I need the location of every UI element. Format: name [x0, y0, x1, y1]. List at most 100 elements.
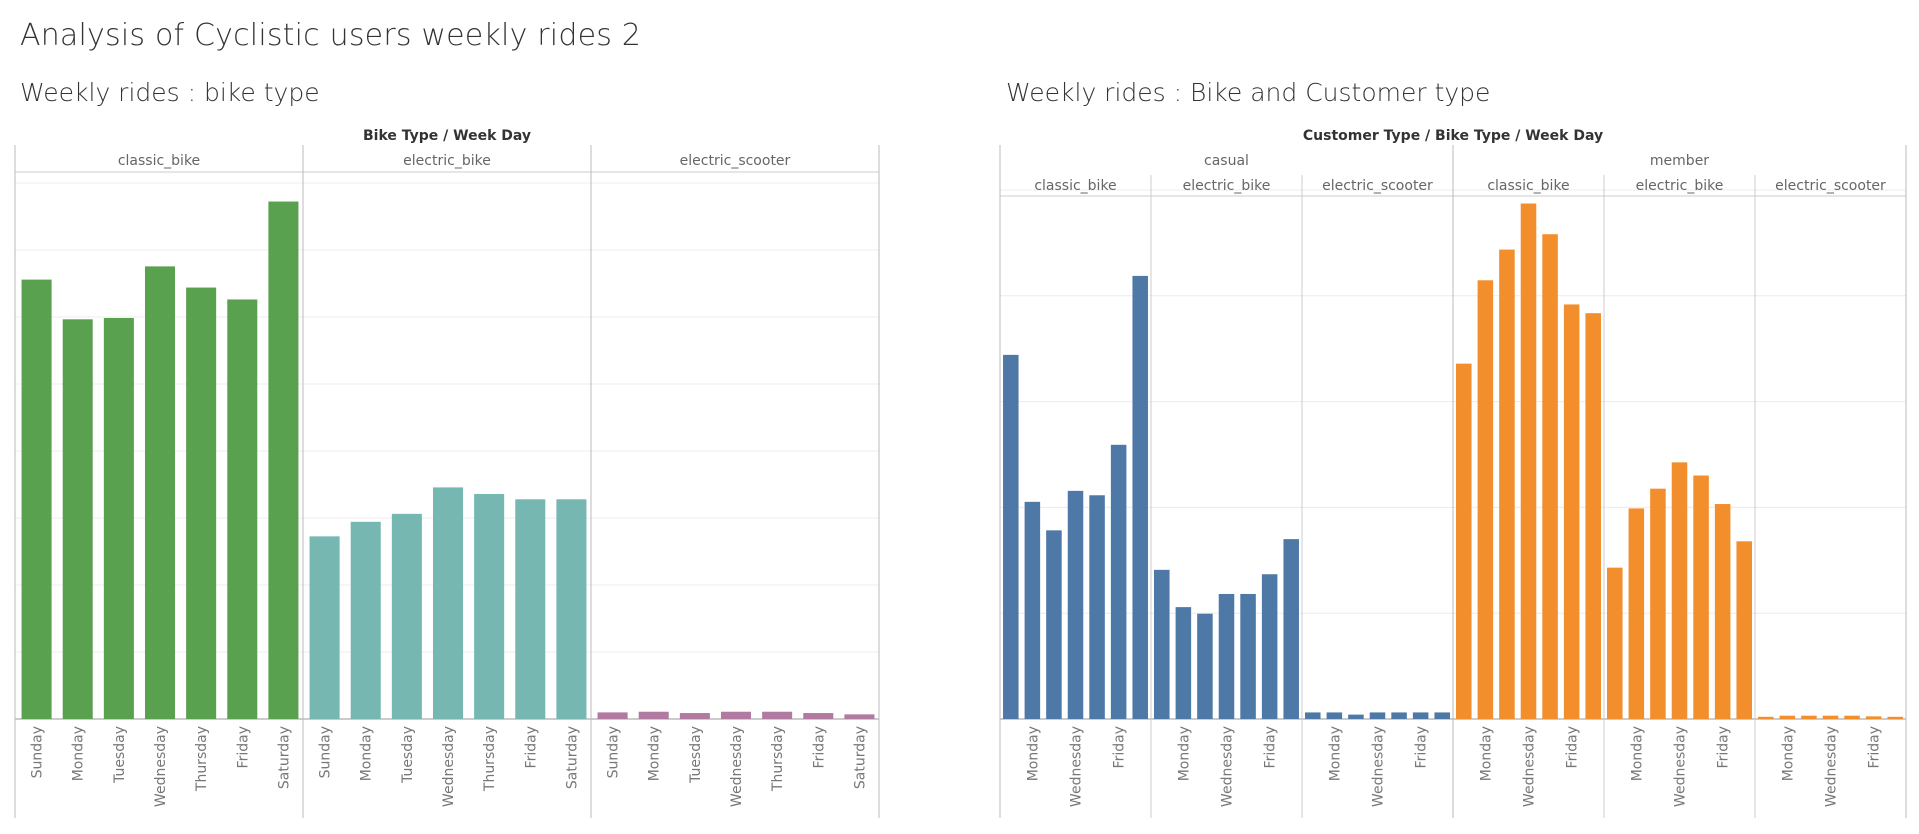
- bar-classic-bike-sunday[interactable]: [21, 279, 52, 719]
- bar-member-classic-bike-saturday[interactable]: [1585, 313, 1601, 719]
- group-label-member: member: [1650, 153, 1709, 169]
- bar-classic-bike-saturday[interactable]: [268, 201, 299, 720]
- x-tick-label: Wednesday: [1371, 726, 1387, 807]
- right-column-header: Customer Type / Bike Type / Week Day: [1303, 128, 1603, 144]
- x-tick-label: Thursday: [482, 726, 498, 792]
- bar-classic-bike-thursday[interactable]: [186, 287, 217, 719]
- bar-member-classic-bike-friday[interactable]: [1563, 304, 1580, 719]
- x-tick-label: Monday: [359, 726, 375, 781]
- bar-casual-electric-bike-monday[interactable]: [1175, 607, 1192, 719]
- bar-casual-electric-scooter-thursday[interactable]: [1391, 712, 1407, 719]
- bar-electric-scooter-friday[interactable]: [803, 713, 834, 719]
- bar-casual-electric-bike-saturday[interactable]: [1283, 539, 1299, 719]
- bar-member-electric-scooter-tuesday[interactable]: [1801, 715, 1817, 719]
- bar-electric-bike-thursday[interactable]: [474, 494, 505, 719]
- bar-casual-electric-bike-sunday[interactable]: [1154, 569, 1170, 719]
- bar-member-electric-scooter-saturday[interactable]: [1887, 716, 1903, 719]
- x-tick-label: Wednesday: [1673, 726, 1689, 807]
- bar-electric-bike-saturday[interactable]: [556, 499, 587, 719]
- x-tick-label: Saturday: [852, 726, 868, 789]
- facet-label-electric-scooter: electric_scooter: [680, 153, 791, 169]
- dashboard-title: Analysis of Cyclistic users weekly rides…: [20, 18, 642, 53]
- bar-member-classic-bike-thursday[interactable]: [1542, 234, 1558, 719]
- bar-classic-bike-wednesday[interactable]: [144, 266, 176, 719]
- bar-electric-scooter-wednesday[interactable]: [720, 711, 752, 719]
- x-tick-label: Friday: [1112, 726, 1128, 768]
- bar-classic-bike-monday[interactable]: [62, 319, 93, 719]
- bar-casual-classic-bike-tuesday[interactable]: [1046, 530, 1062, 719]
- x-tick-label: Friday: [235, 726, 251, 768]
- bar-electric-bike-sunday[interactable]: [309, 536, 340, 719]
- x-tick-label: Friday: [811, 726, 827, 768]
- x-tick-label: Wednesday: [1824, 726, 1840, 807]
- left-column-header: Bike Type / Week Day: [363, 128, 531, 144]
- bar-casual-electric-bike-tuesday[interactable]: [1197, 613, 1213, 719]
- x-tick-label: Monday: [1176, 726, 1192, 781]
- x-tick-label: Monday: [1478, 726, 1494, 781]
- bar-classic-bike-tuesday[interactable]: [103, 317, 134, 719]
- bar-member-classic-bike-wednesday[interactable]: [1520, 203, 1537, 720]
- x-tick-label: Monday: [71, 726, 87, 781]
- bar-casual-classic-bike-sunday[interactable]: [1003, 354, 1019, 719]
- x-tick-label: Monday: [1629, 726, 1645, 781]
- bar-electric-scooter-sunday[interactable]: [597, 712, 628, 719]
- x-tick-label: Saturday: [564, 726, 580, 789]
- bar-member-electric-scooter-thursday[interactable]: [1844, 715, 1860, 719]
- bar-member-electric-bike-saturday[interactable]: [1736, 541, 1752, 719]
- bar-electric-scooter-thursday[interactable]: [762, 711, 793, 719]
- bar-casual-electric-scooter-sunday[interactable]: [1305, 712, 1321, 719]
- left-chart-title: Weekly rides : bike type: [20, 78, 320, 107]
- x-tick-label: Friday: [1414, 726, 1430, 768]
- x-tick-label: Wednesday: [441, 726, 457, 807]
- x-tick-label: Tuesday: [688, 726, 704, 784]
- bar-casual-classic-bike-wednesday[interactable]: [1067, 490, 1084, 719]
- bar-electric-bike-tuesday[interactable]: [391, 513, 422, 719]
- x-tick-label: Monday: [1780, 726, 1796, 781]
- x-tick-label: Monday: [1327, 726, 1343, 781]
- bar-member-electric-bike-monday[interactable]: [1628, 508, 1645, 719]
- bar-electric-bike-friday[interactable]: [515, 499, 546, 719]
- bar-member-electric-bike-wednesday[interactable]: [1671, 462, 1688, 719]
- bar-member-classic-bike-tuesday[interactable]: [1499, 249, 1515, 720]
- bar-electric-bike-wednesday[interactable]: [432, 487, 464, 719]
- bar-member-electric-bike-sunday[interactable]: [1607, 567, 1623, 719]
- group-label-casual: casual: [1204, 153, 1249, 169]
- bar-member-electric-scooter-wednesday[interactable]: [1822, 715, 1839, 719]
- bar-casual-electric-bike-thursday[interactable]: [1240, 593, 1256, 719]
- x-tick-label: Friday: [523, 726, 539, 768]
- facet-label-electric-bike: electric_bike: [403, 153, 491, 169]
- bar-member-classic-bike-monday[interactable]: [1477, 280, 1494, 719]
- bar-casual-classic-bike-saturday[interactable]: [1132, 275, 1148, 719]
- bar-casual-electric-scooter-wednesday[interactable]: [1369, 712, 1386, 719]
- facet-label-casual-electric-bike: electric_bike: [1183, 178, 1271, 194]
- bar-electric-scooter-monday[interactable]: [638, 711, 669, 719]
- x-tick-label: Sunday: [30, 726, 46, 778]
- bar-member-electric-scooter-sunday[interactable]: [1758, 716, 1774, 719]
- facet-label-casual-electric-scooter: electric_scooter: [1322, 178, 1433, 194]
- bar-classic-bike-friday[interactable]: [227, 299, 258, 719]
- bar-member-electric-bike-friday[interactable]: [1714, 504, 1731, 719]
- bar-electric-bike-monday[interactable]: [350, 521, 381, 719]
- x-tick-label: Wednesday: [153, 726, 169, 807]
- bar-casual-classic-bike-friday[interactable]: [1110, 444, 1127, 719]
- bar-member-electric-scooter-friday[interactable]: [1865, 716, 1882, 719]
- bar-casual-electric-scooter-friday[interactable]: [1412, 712, 1429, 719]
- bar-casual-electric-bike-friday[interactable]: [1261, 574, 1278, 719]
- bar-electric-scooter-saturday[interactable]: [844, 714, 875, 719]
- facet-label-member-electric-bike: electric_bike: [1636, 178, 1724, 194]
- bar-member-electric-bike-thursday[interactable]: [1693, 475, 1709, 719]
- bar-casual-electric-bike-wednesday[interactable]: [1218, 593, 1235, 719]
- x-tick-label: Tuesday: [112, 726, 128, 784]
- x-tick-label: Sunday: [606, 726, 622, 778]
- bar-member-electric-scooter-monday[interactable]: [1779, 715, 1796, 719]
- bar-casual-electric-scooter-tuesday[interactable]: [1348, 714, 1364, 719]
- bar-electric-scooter-tuesday[interactable]: [679, 713, 710, 719]
- bar-casual-classic-bike-monday[interactable]: [1024, 501, 1041, 719]
- bar-member-classic-bike-sunday[interactable]: [1456, 363, 1472, 719]
- bar-member-electric-bike-tuesday[interactable]: [1650, 488, 1666, 719]
- bar-casual-electric-scooter-monday[interactable]: [1326, 712, 1343, 719]
- x-tick-label: Sunday: [318, 726, 334, 778]
- bar-casual-classic-bike-thursday[interactable]: [1089, 495, 1105, 719]
- bar-casual-electric-scooter-saturday[interactable]: [1434, 712, 1450, 719]
